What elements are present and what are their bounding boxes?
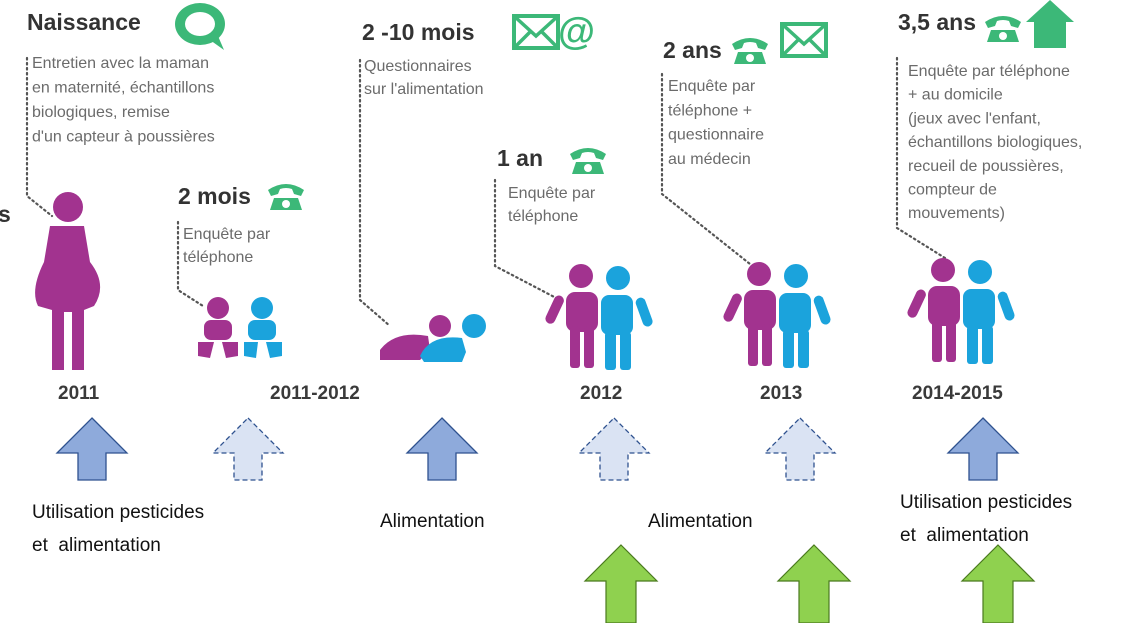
phone-icon: [985, 16, 1021, 42]
stage-description: recueil de poussières,: [908, 158, 1064, 175]
children: [544, 264, 654, 370]
arrow-dashed: [213, 418, 283, 480]
notes: Utilisation pesticides et alimentation Ali…: [32, 492, 1072, 556]
stage-description: téléphone: [508, 208, 578, 225]
stage-description: d'un capteur à poussières: [32, 129, 215, 146]
year-label: 2012: [580, 383, 622, 404]
stage-description: Enquête par téléphone: [908, 63, 1070, 80]
arrow-dashed: [765, 418, 835, 480]
year-label: 2011: [58, 383, 100, 404]
stage-title: 1 an: [497, 145, 543, 171]
stage-title: 2 ans: [663, 37, 722, 63]
house-icon: [1026, 0, 1074, 48]
stage-description: Entretien avec la maman: [32, 55, 209, 72]
stage-description: Questionnaires: [364, 58, 472, 75]
year-label: 2014-2015: [912, 383, 1003, 404]
speech-icon: [175, 3, 225, 50]
stage-description: (jeux avec l'enfant,: [908, 110, 1041, 127]
stage-description: questionnaire: [668, 127, 764, 144]
stage-description: Enquête par: [668, 78, 756, 95]
stage-description: téléphone +: [668, 102, 752, 119]
infographic: s @: [0, 0, 1145, 623]
stage-description: mouvements): [908, 205, 1005, 222]
pregnant-woman: [35, 192, 100, 370]
stage-description: Enquête par: [183, 226, 271, 243]
note: Alimentation: [380, 511, 485, 532]
arrow: [948, 418, 1018, 480]
stage-title: 2 mois: [178, 183, 251, 209]
at-icon: @: [558, 11, 595, 53]
note: Utilisation pesticides: [32, 502, 204, 523]
arrow-green: [962, 545, 1034, 623]
year-label: 2013: [760, 383, 802, 404]
note: et alimentation: [32, 535, 161, 556]
stage-description: en maternité, échantillons: [32, 80, 214, 97]
arrow-green: [585, 545, 657, 623]
stage-title: 2 -10 mois: [362, 19, 475, 45]
arrow: [57, 418, 127, 480]
arrow-green: [778, 545, 850, 623]
phone-icon: [732, 38, 768, 64]
stage-description: + au domicile: [908, 87, 1003, 104]
children: [722, 262, 832, 368]
stage-description: échantillons biologiques,: [908, 134, 1082, 151]
stage-description: Enquête par: [508, 185, 596, 202]
phone-icon: [268, 184, 304, 210]
crawling-babies: [380, 314, 486, 362]
mail-icon: [782, 24, 826, 56]
note: et alimentation: [900, 525, 1029, 546]
connector: [360, 60, 390, 326]
edge-fragment: s: [0, 201, 11, 227]
stage-title: 3,5 ans: [898, 9, 976, 35]
phone-icon: [570, 148, 606, 174]
stage-description: biologiques, remise: [32, 104, 170, 121]
mail-icon: [514, 16, 558, 48]
stage-title: Naissance: [27, 9, 141, 35]
babies: [198, 297, 282, 358]
note: Alimentation: [648, 511, 753, 532]
children: [906, 258, 1016, 364]
arrow-dashed: [579, 418, 649, 480]
stage-description: téléphone: [183, 249, 253, 266]
descriptions: Entretien avec la maman en maternité, éch…: [32, 55, 1082, 266]
stage-description: au médecin: [668, 151, 751, 168]
note: Utilisation pesticides: [900, 492, 1072, 513]
stage-description: sur l'alimentation: [364, 81, 484, 98]
stage-description: compteur de: [908, 182, 997, 199]
arrow: [407, 418, 477, 480]
year-label: 2011-2012: [270, 383, 360, 404]
